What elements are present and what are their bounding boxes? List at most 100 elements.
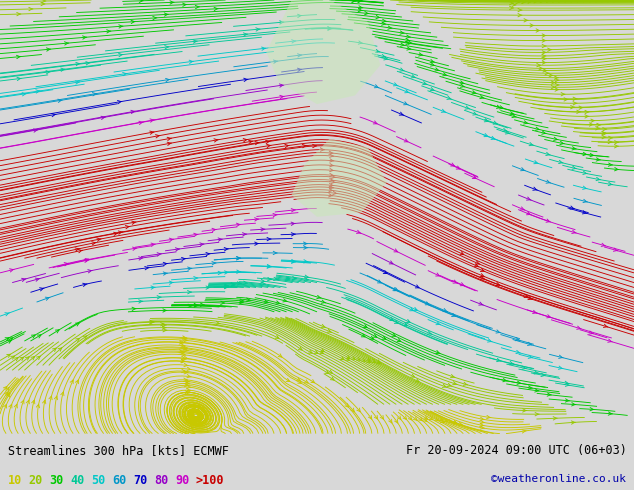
FancyArrowPatch shape (560, 141, 564, 145)
FancyArrowPatch shape (332, 175, 335, 178)
FancyArrowPatch shape (500, 106, 504, 109)
FancyArrowPatch shape (126, 225, 130, 229)
FancyArrowPatch shape (321, 300, 326, 303)
FancyArrowPatch shape (133, 247, 137, 250)
Polygon shape (292, 139, 387, 217)
FancyArrowPatch shape (596, 126, 600, 130)
FancyArrowPatch shape (84, 259, 89, 263)
FancyArrowPatch shape (590, 0, 594, 2)
FancyArrowPatch shape (119, 25, 123, 28)
FancyArrowPatch shape (163, 272, 167, 275)
FancyArrowPatch shape (42, 400, 46, 404)
FancyArrowPatch shape (256, 28, 260, 31)
FancyArrowPatch shape (572, 403, 576, 406)
FancyArrowPatch shape (534, 389, 539, 392)
FancyArrowPatch shape (540, 0, 545, 2)
FancyArrowPatch shape (181, 257, 186, 261)
FancyArrowPatch shape (255, 218, 259, 221)
FancyArrowPatch shape (157, 295, 161, 299)
FancyArrowPatch shape (236, 256, 241, 260)
FancyArrowPatch shape (453, 382, 457, 385)
FancyArrowPatch shape (65, 42, 68, 45)
FancyArrowPatch shape (429, 416, 433, 420)
FancyArrowPatch shape (297, 14, 302, 18)
Text: ©weatheronline.co.uk: ©weatheronline.co.uk (491, 474, 626, 484)
FancyArrowPatch shape (596, 0, 600, 1)
FancyArrowPatch shape (430, 59, 434, 63)
FancyArrowPatch shape (267, 238, 271, 241)
FancyArrowPatch shape (608, 0, 612, 1)
FancyArrowPatch shape (589, 331, 593, 334)
FancyArrowPatch shape (542, 51, 547, 54)
FancyArrowPatch shape (286, 378, 290, 381)
FancyArrowPatch shape (302, 145, 307, 147)
FancyArrowPatch shape (317, 295, 321, 298)
FancyArrowPatch shape (404, 139, 408, 142)
FancyArrowPatch shape (403, 416, 406, 419)
FancyArrowPatch shape (542, 34, 547, 37)
FancyArrowPatch shape (261, 228, 265, 231)
FancyArrowPatch shape (292, 260, 296, 263)
FancyArrowPatch shape (526, 197, 531, 200)
FancyArrowPatch shape (191, 427, 195, 430)
FancyArrowPatch shape (26, 400, 29, 404)
Text: 90: 90 (175, 474, 189, 487)
FancyArrowPatch shape (122, 73, 127, 76)
FancyArrowPatch shape (214, 139, 218, 142)
FancyArrowPatch shape (267, 144, 271, 147)
FancyArrowPatch shape (184, 384, 188, 387)
FancyArrowPatch shape (231, 283, 235, 286)
FancyArrowPatch shape (488, 339, 492, 342)
FancyArrowPatch shape (313, 145, 317, 147)
FancyArrowPatch shape (231, 283, 235, 287)
FancyArrowPatch shape (29, 7, 33, 11)
FancyArrowPatch shape (330, 377, 334, 380)
FancyArrowPatch shape (304, 242, 307, 245)
FancyArrowPatch shape (280, 21, 284, 24)
FancyArrowPatch shape (351, 356, 355, 359)
FancyArrowPatch shape (481, 276, 485, 279)
FancyArrowPatch shape (583, 152, 587, 156)
FancyArrowPatch shape (439, 417, 443, 420)
FancyArrowPatch shape (472, 91, 477, 94)
FancyArrowPatch shape (389, 419, 392, 423)
FancyArrowPatch shape (496, 330, 500, 333)
FancyArrowPatch shape (533, 187, 538, 190)
FancyArrowPatch shape (561, 93, 565, 96)
FancyArrowPatch shape (597, 123, 601, 126)
FancyArrowPatch shape (139, 300, 143, 303)
FancyArrowPatch shape (577, 326, 581, 329)
FancyArrowPatch shape (583, 186, 587, 189)
FancyArrowPatch shape (608, 339, 612, 342)
FancyArrowPatch shape (435, 68, 439, 71)
FancyArrowPatch shape (193, 40, 197, 43)
FancyArrowPatch shape (559, 355, 563, 358)
FancyArrowPatch shape (194, 276, 198, 280)
FancyArrowPatch shape (36, 278, 40, 281)
FancyArrowPatch shape (405, 38, 410, 42)
FancyArrowPatch shape (528, 296, 533, 299)
FancyArrowPatch shape (542, 54, 546, 58)
FancyArrowPatch shape (380, 416, 384, 419)
FancyArrowPatch shape (180, 351, 184, 354)
FancyArrowPatch shape (83, 336, 87, 339)
FancyArrowPatch shape (14, 404, 17, 408)
FancyArrowPatch shape (377, 280, 381, 283)
FancyArrowPatch shape (151, 243, 155, 246)
FancyArrowPatch shape (76, 62, 80, 66)
FancyArrowPatch shape (131, 20, 135, 24)
FancyArrowPatch shape (218, 271, 223, 274)
FancyArrowPatch shape (585, 110, 589, 114)
FancyArrowPatch shape (372, 359, 375, 363)
Text: 40: 40 (70, 474, 84, 487)
FancyArrowPatch shape (119, 53, 123, 57)
FancyArrowPatch shape (444, 418, 448, 421)
FancyArrowPatch shape (382, 336, 386, 339)
FancyArrowPatch shape (206, 286, 210, 289)
FancyArrowPatch shape (366, 359, 370, 363)
FancyArrowPatch shape (579, 106, 583, 109)
FancyArrowPatch shape (524, 19, 528, 22)
FancyArrowPatch shape (384, 57, 388, 60)
FancyArrowPatch shape (320, 351, 323, 354)
FancyArrowPatch shape (424, 418, 427, 421)
